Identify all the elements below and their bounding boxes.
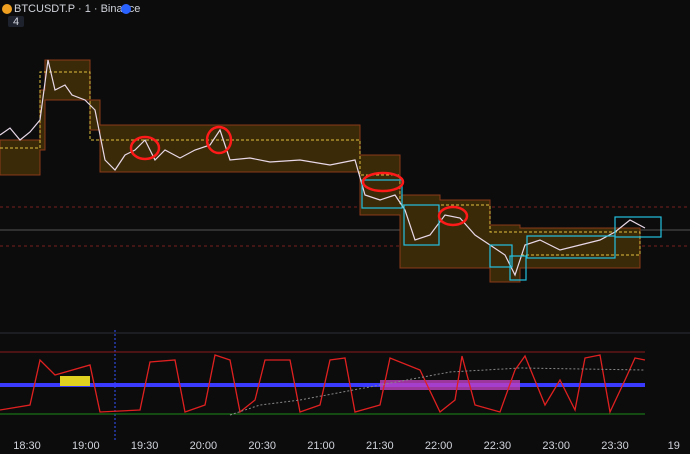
signal-row <box>60 376 90 386</box>
signal-row <box>380 380 520 390</box>
time-label: 23:00 <box>542 440 570 452</box>
symbol-icon <box>2 4 12 14</box>
price-pane <box>0 59 690 440</box>
price-line <box>0 59 646 277</box>
time-label: 19:00 <box>72 440 100 452</box>
oscillator-slow <box>229 367 646 416</box>
zone <box>0 59 641 283</box>
badge-box[interactable] <box>8 16 24 27</box>
time-label: 18:30 <box>13 440 41 452</box>
signal-row <box>0 383 645 387</box>
oscillator-pane <box>0 351 646 416</box>
time-label: 23:30 <box>601 440 629 452</box>
time-label: 20:00 <box>190 440 218 452</box>
time-label: 19:30 <box>131 440 159 452</box>
boxes <box>361 179 662 281</box>
time-label: 21:00 <box>307 440 335 452</box>
time-label: 22:30 <box>484 440 512 452</box>
time-label: 22:00 <box>425 440 453 452</box>
time-axis: 18:30 19:00 19:30 20:00 20:30 21:00 21:30 22:00… <box>13 440 680 452</box>
time-label: 21:30 <box>366 440 394 452</box>
time-label: 19 <box>668 440 680 452</box>
broker-icon[interactable] <box>121 4 131 14</box>
oscillator <box>0 354 646 415</box>
symbol-title[interactable]: BTCUSDT.P · 1 · Binance <box>14 3 140 15</box>
badge[interactable]: 4 <box>13 16 19 28</box>
time-label: 20:30 <box>248 440 276 452</box>
annotations <box>129 125 469 227</box>
